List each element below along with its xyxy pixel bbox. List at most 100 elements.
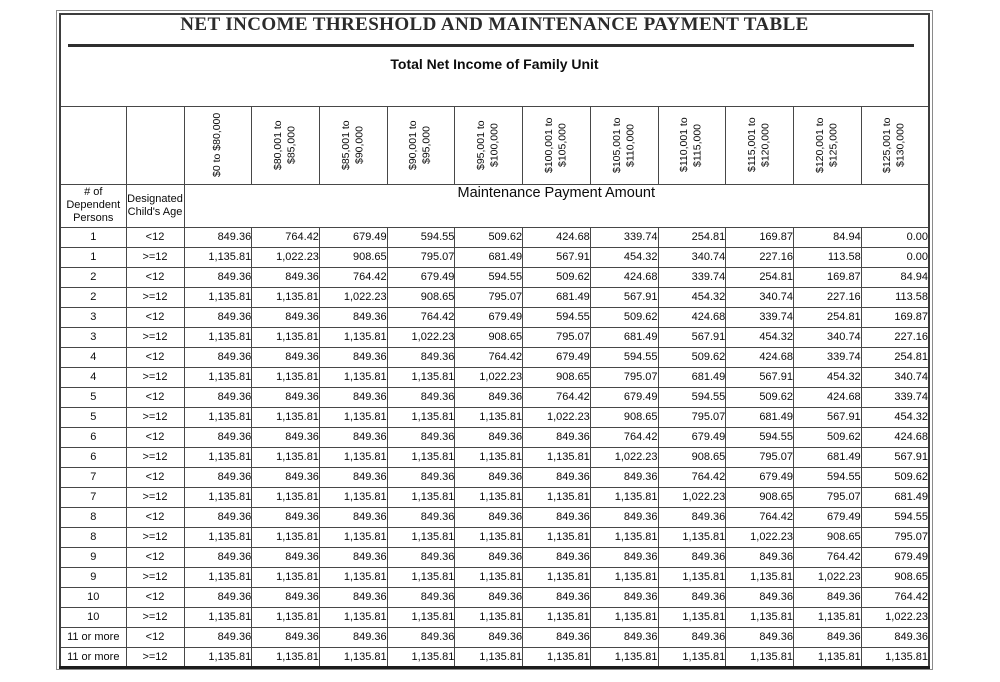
income-bracket-label-wrap: $95,001 to $100,000: [456, 107, 522, 183]
payment-amount-cell: 908.65: [318, 246, 388, 268]
payment-amount-cell: 849.36: [386, 626, 456, 648]
payment-amount-cell: 1,135.81: [251, 286, 320, 308]
payment-amount-cell: 1,135.81: [522, 526, 591, 548]
payment-amount-cell: 849.36: [318, 306, 388, 328]
payment-amount-cell: 340.74: [860, 366, 930, 388]
income-bracket-label-wrap: $80,001 to $85,000: [253, 107, 319, 183]
income-bracket-label-wrap: $125,001 to $130,000: [862, 107, 928, 183]
dependents-cell: 1: [59, 226, 127, 248]
payment-amount-cell: 849.36: [522, 426, 591, 448]
payment-amount-cell: 1,135.81: [318, 406, 388, 428]
payment-amount-cell: 849.36: [454, 466, 524, 488]
title-block: NET INCOME THRESHOLD AND MAINTENANCE PAY…: [59, 13, 930, 107]
age-cell: >=12: [125, 366, 185, 388]
payment-amount-cell: 1,135.81: [454, 406, 524, 428]
age-cell: >=12: [125, 486, 185, 508]
dependents-cell: 8: [59, 526, 127, 548]
age-cell: <12: [125, 346, 185, 368]
payment-amount-cell: 849.36: [860, 626, 930, 648]
title-rule: [68, 43, 914, 48]
payment-amount-cell: 1,135.81: [251, 446, 320, 468]
dependents-cell: 2: [59, 286, 127, 308]
table-row: 7 <12 849.36 849.36 849.36 849.36 849.36 849.36…: [59, 466, 930, 488]
payment-amount-cell: 849.36: [522, 626, 591, 648]
payment-amount-cell: 679.49: [860, 546, 930, 568]
payment-amount-cell: 1,135.81: [454, 526, 524, 548]
payment-amount-cell: 679.49: [522, 346, 591, 368]
payment-amount-cell: 1,135.81: [183, 446, 253, 468]
payment-amount-cell: 679.49: [725, 466, 794, 488]
table-row: 8 <12 849.36 849.36 849.36 849.36 849.36 849.36…: [59, 506, 930, 528]
payment-amount-cell: 1,135.81: [183, 526, 253, 548]
age-cell: >=12: [125, 246, 185, 268]
blank-corner-cell: [125, 105, 185, 185]
payment-amount-cell: 509.62: [792, 426, 862, 448]
payment-amount-cell: 1,135.81: [318, 526, 388, 548]
income-bracket-header: $115,001 to $120,000: [725, 105, 794, 185]
payment-amount-cell: 849.36: [522, 466, 591, 488]
payment-amount-cell: 849.36: [251, 586, 320, 608]
payment-amount-cell: 849.36: [318, 626, 388, 648]
payment-amount-cell: 1,135.81: [589, 486, 659, 508]
table-row: 3 <12 849.36 849.36 849.36 764.42 679.49 594.55…: [59, 306, 930, 328]
payment-amount-cell: 849.36: [792, 626, 862, 648]
payment-amount-cell: 849.36: [386, 346, 456, 368]
table-row: 4 <12 849.36 849.36 849.36 849.36 764.42 679.49…: [59, 346, 930, 368]
payment-amount-cell: 1,022.23: [725, 526, 794, 548]
payment-amount-cell: 849.36: [454, 386, 524, 408]
payment-amount-cell: 1,135.81: [251, 566, 320, 588]
payment-amount-cell: 849.36: [522, 506, 591, 528]
payment-amount-cell: 908.65: [657, 446, 727, 468]
payment-amount-cell: 679.49: [454, 306, 524, 328]
payment-amount-cell: 0.00: [860, 246, 930, 268]
income-bracket-label-wrap: $0 to $80,000: [185, 107, 251, 183]
payment-amount-cell: 1,135.81: [386, 566, 456, 588]
payment-amount-cell: 1,135.81: [183, 566, 253, 588]
payment-amount-cell: 567.91: [792, 406, 862, 428]
table-row: 11 or more <12 849.36 849.36 849.36 849.36 849…: [59, 626, 930, 648]
payment-amount-cell: 849.36: [183, 426, 253, 448]
age-cell: <12: [125, 586, 185, 608]
payment-amount-cell: 424.68: [725, 346, 794, 368]
payment-amount-cell: 849.36: [183, 386, 253, 408]
payment-amount-cell: 113.58: [792, 246, 862, 268]
income-bracket-label: $90,001 to $95,000: [407, 120, 434, 170]
payment-amount-cell: 764.42: [792, 546, 862, 568]
payment-amount-cell: 1,135.81: [454, 446, 524, 468]
payment-amount-cell: 849.36: [183, 226, 253, 248]
dependents-cell: 7: [59, 466, 127, 488]
payment-amount-cell: 424.68: [792, 386, 862, 408]
dependents-cell: 2: [59, 266, 127, 288]
payment-amount-cell: 849.36: [725, 546, 794, 568]
payment-amount-cell: 849.36: [183, 546, 253, 568]
payment-amount-cell: 594.55: [792, 466, 862, 488]
payment-amount-cell: 113.58: [860, 286, 930, 308]
payment-amount-cell: 254.81: [657, 226, 727, 248]
age-cell: >=12: [125, 286, 185, 308]
payment-amount-cell: 849.36: [725, 626, 794, 648]
payment-amount-cell: 1,135.81: [454, 566, 524, 588]
payment-amount-cell: 764.42: [725, 506, 794, 528]
payment-amount-cell: 681.49: [657, 366, 727, 388]
payment-amount-cell: 84.94: [792, 226, 862, 248]
payment-amount-cell: 681.49: [860, 486, 930, 508]
payment-amount-cell: 84.94: [860, 266, 930, 288]
payment-amount-cell: 227.16: [792, 286, 862, 308]
payment-amount-cell: 454.32: [657, 286, 727, 308]
income-bracket-label-wrap: $100,001 to $105,000: [524, 107, 590, 183]
table-row: 3 >=12 1,135.81 1,135.81 1,135.81 1,022.23 908…: [59, 326, 930, 348]
payment-amount-cell: 679.49: [386, 266, 456, 288]
age-cell: <12: [125, 306, 185, 328]
payment-amount-cell: 849.36: [657, 586, 727, 608]
payment-amount-cell: 849.36: [318, 426, 388, 448]
income-bracket-label: $95,001 to $100,000: [475, 120, 501, 170]
payment-amount-cell: 849.36: [183, 346, 253, 368]
payment-amount-cell: 849.36: [454, 546, 524, 568]
payment-amount-cell: 0.00: [860, 226, 930, 248]
payment-amount-cell: 1,135.81: [386, 366, 456, 388]
payment-amount-cell: 795.07: [454, 286, 524, 308]
payment-amount-cell: 849.36: [454, 506, 524, 528]
payment-amount-cell: 567.91: [725, 366, 794, 388]
payment-amount-cell: 1,022.23: [860, 606, 930, 628]
table-row: 4 >=12 1,135.81 1,135.81 1,135.81 1,135.81 1,0…: [59, 366, 930, 388]
